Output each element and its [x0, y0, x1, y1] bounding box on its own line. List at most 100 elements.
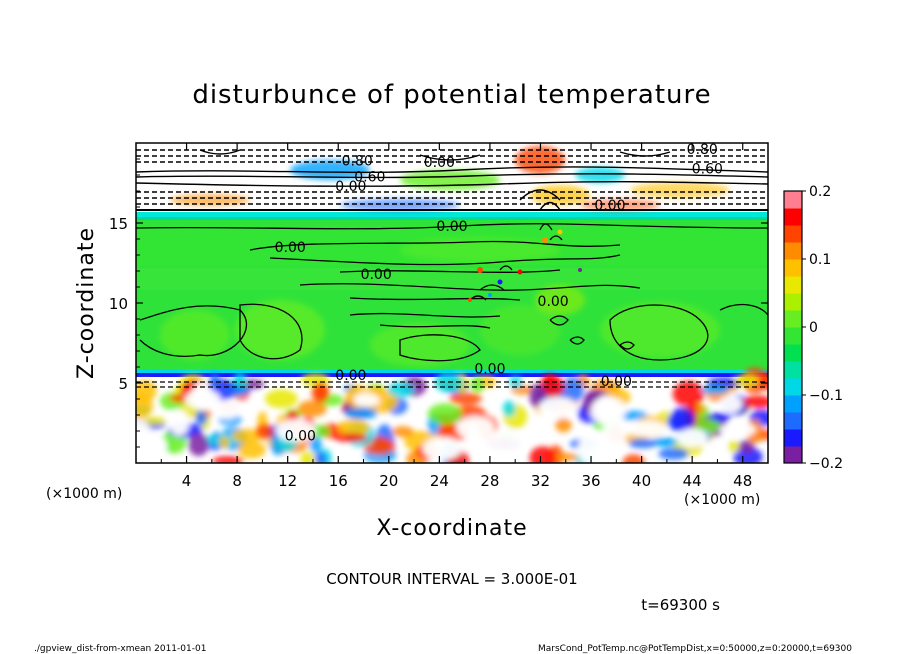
- colorbar-swatch: [784, 395, 802, 413]
- lower-layer-cell: [188, 433, 209, 457]
- contour-label: 0.00: [361, 267, 392, 283]
- lower-layer-white-cell: [719, 422, 756, 438]
- contour-interval: CONTOUR INTERVAL = 3.000E-01: [326, 570, 577, 588]
- lower-layer-white-cell: [485, 428, 524, 459]
- lower-layer-white-cell: [538, 396, 578, 419]
- lower-layer-cell: [470, 376, 485, 393]
- contour-label: 0.00: [335, 179, 366, 195]
- contour-label: 0.80: [342, 153, 373, 169]
- colorbar-ticks: 0.2 0.1 0 −0.1 −0.2: [802, 184, 843, 472]
- colorbar-swatch: [784, 361, 802, 379]
- contour-labels: 0.00 0.00 0.00 0.00 0.00 0.00 0.00 0.00 0.00 0.00…: [275, 142, 723, 445]
- x-tick-label: 8: [232, 472, 242, 490]
- x-tick-label: 20: [379, 472, 398, 490]
- mid-layer-contours: [136, 223, 768, 362]
- y-axis-label: Z-coordinate: [74, 227, 99, 379]
- colorbar-swatch: [784, 225, 802, 243]
- lower-layer-white-cell: [600, 421, 626, 453]
- contour-label: 0.00: [424, 155, 455, 171]
- x-tick-label: 40: [632, 472, 651, 490]
- lower-layer-cells: [136, 367, 768, 463]
- lower-layer-cell: [392, 426, 414, 438]
- lower-layer-cell: [300, 451, 316, 463]
- x-tick-label: 48: [733, 472, 752, 490]
- lower-layer-cell: [314, 452, 327, 463]
- lower-layer-cell: [136, 393, 153, 420]
- lower-layer-cell: [219, 436, 230, 449]
- contour-label: 0.00: [538, 294, 569, 310]
- y-axis-ticks: 5 10 15: [109, 158, 768, 448]
- lower-layer-white-cell: [184, 389, 221, 409]
- lower-layer-white-cell: [456, 416, 495, 440]
- contour-label: 0.00: [275, 240, 306, 256]
- lower-layer-white-cell: [275, 419, 316, 442]
- mid-layer-specks: [468, 229, 582, 302]
- lower-layer-cell: [738, 439, 755, 453]
- colorbar-swatch: [784, 412, 802, 430]
- lower-layer-cell: [387, 381, 415, 398]
- lower-layer-cell: [212, 456, 244, 463]
- lower-layer-white-cell: [719, 395, 743, 414]
- contour-label: 0.80: [687, 142, 718, 158]
- lower-layer-cell: [529, 446, 556, 463]
- upper-boundary-band: [136, 212, 768, 218]
- lower-layer-cell: [628, 438, 657, 449]
- x-tick-label: 36: [581, 472, 600, 490]
- lower-layer-cell: [231, 428, 263, 443]
- contour-label: 0.00: [335, 368, 366, 384]
- lower-layer-cell: [195, 410, 208, 426]
- x-tick-label: 4: [182, 472, 192, 490]
- colorbar-swatch: [784, 259, 802, 277]
- y-tick-label: 5: [118, 375, 128, 393]
- lower-layer-cell: [658, 447, 689, 460]
- contour-label: 0.00: [436, 219, 467, 235]
- footer-left: ./gpview_dist-from-xmean 2011-01-01: [34, 644, 206, 654]
- contour-label: 0.00: [474, 361, 505, 377]
- lower-layer-cell: [622, 454, 645, 463]
- colorbar-swatch: [784, 208, 802, 226]
- lower-layer-cell: [309, 436, 322, 454]
- x-tick-label: 28: [480, 472, 499, 490]
- colorbar-swatch: [784, 446, 802, 464]
- colorbar-tick-label: −0.2: [809, 456, 843, 472]
- lower-layer-cell: [449, 392, 482, 405]
- time-label: t=69300 s: [641, 596, 720, 614]
- mid-layer-blobs: [160, 238, 720, 367]
- lower-layer-white-cell: [353, 393, 380, 408]
- lower-layer-white-cell: [628, 420, 668, 437]
- y-tick-label: 15: [109, 215, 128, 233]
- colorbar-swatch: [784, 344, 802, 362]
- chart-title: disturbunce of potential temperature: [192, 80, 711, 110]
- lower-layer-cell: [727, 440, 741, 453]
- x-tick-label: 32: [531, 472, 550, 490]
- colorbar-swatch: [784, 293, 802, 311]
- colorbar-tick-label: 0.2: [809, 184, 831, 200]
- lower-layer-cell: [561, 377, 584, 403]
- lower-layer-cell: [297, 400, 327, 417]
- colorbar-tick-label: 0.1: [809, 252, 831, 268]
- lower-layer-cell: [709, 412, 731, 423]
- x-axis-label: X-coordinate: [376, 516, 527, 541]
- lower-layer-cell: [669, 407, 695, 433]
- lower-layer-cell: [539, 375, 565, 398]
- contour-label: 0.60: [692, 161, 723, 177]
- lower-layer-white-cell: [169, 409, 190, 436]
- x-unit-left: (×1000 m): [46, 486, 122, 502]
- colorbar-swatch: [784, 242, 802, 260]
- lower-layer-cell: [651, 437, 677, 447]
- contour-label: 0.00: [601, 374, 632, 390]
- lower-layer-cell: [427, 403, 463, 425]
- upper-layer-contours: [136, 149, 768, 211]
- lower-layer-cell: [237, 440, 266, 459]
- colorbar-swatch: [784, 378, 802, 396]
- colorbar-swatch: [784, 191, 802, 209]
- lower-layer-white-cell: [676, 428, 708, 448]
- lower-layer-cell: [337, 419, 370, 438]
- lower-layer-cell: [617, 410, 648, 421]
- lower-layer-cell: [549, 452, 579, 462]
- lower-layer-cell: [344, 407, 378, 420]
- contour-label: 0.60: [354, 169, 385, 185]
- colorbar-swatch: [784, 429, 802, 447]
- lower-layer-white-cell: [422, 437, 463, 461]
